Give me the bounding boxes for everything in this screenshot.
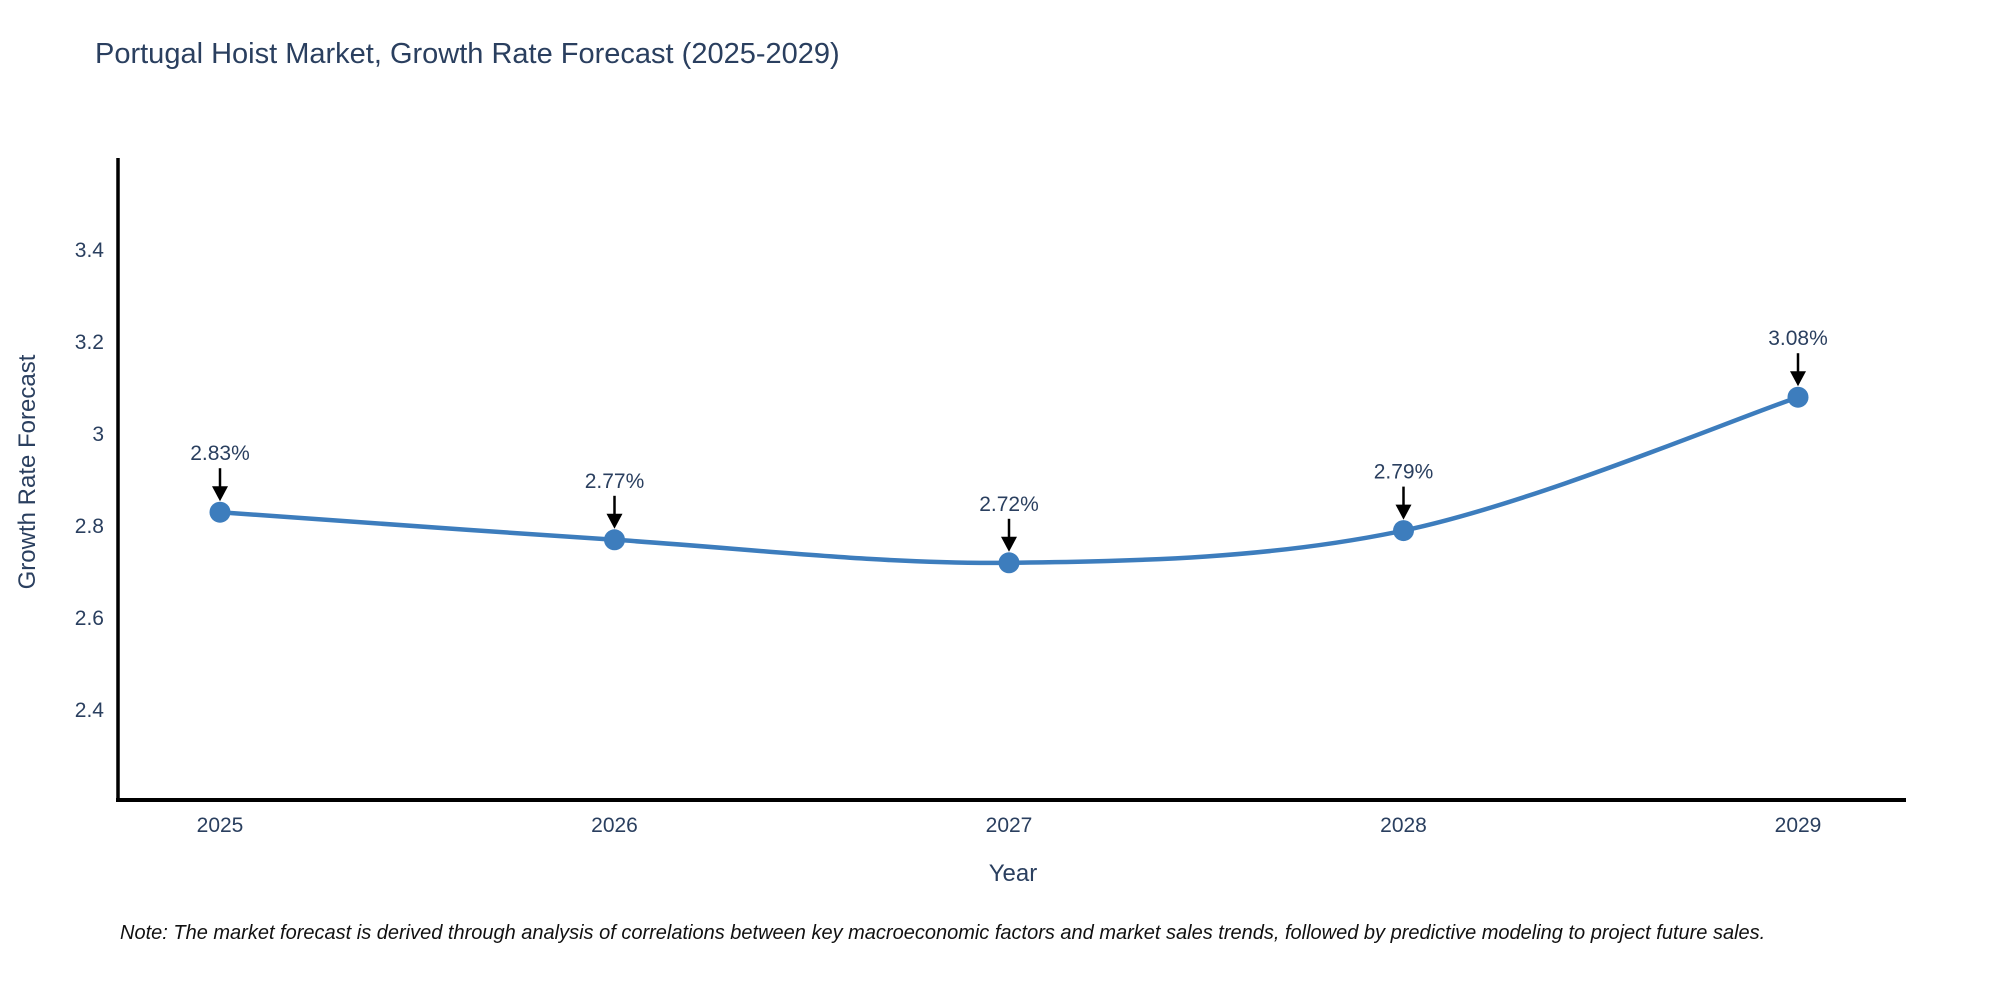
chart-title: Portugal Hoist Market, Growth Rate Forec… [95,38,840,70]
annotation-arrowhead-icon [606,513,623,529]
x-tick-label: 2027 [986,814,1033,837]
x-tick-label: 2025 [197,814,244,837]
data-point-marker [1393,520,1414,542]
point-value-label: 2.72% [979,493,1039,516]
y-tick-label: 3.2 [75,331,104,354]
annotation-arrowhead-icon [1001,536,1017,552]
x-axis-title: Year [988,860,1038,887]
annotation-arrowhead-icon [1790,371,1806,387]
y-tick-label: 3.4 [75,239,105,262]
y-tick-label: 3 [92,423,104,446]
x-tick-label: 2028 [1380,814,1427,837]
y-tick-label: 2.8 [75,515,104,538]
footnote: Note: The market forecast is derived thr… [120,922,1766,944]
data-point-marker [604,529,625,551]
y-tick-label: 2.6 [75,607,104,630]
data-point-marker [998,552,1020,574]
x-tick-label: 2026 [591,814,638,837]
y-axis-title: Growth Rate Forecast [14,354,41,590]
point-value-label: 2.79% [1374,461,1434,484]
point-value-label: 3.08% [1768,327,1828,350]
data-point-marker [1787,386,1809,408]
y-tick-label: 2.4 [75,699,105,722]
annotation-arrowhead-icon [212,486,228,502]
data-point-marker [209,501,231,523]
point-value-label: 2.83% [190,442,250,465]
x-tick-label: 2029 [1775,814,1822,837]
point-value-label: 2.77% [585,470,645,493]
annotation-arrowhead-icon [1395,504,1412,520]
